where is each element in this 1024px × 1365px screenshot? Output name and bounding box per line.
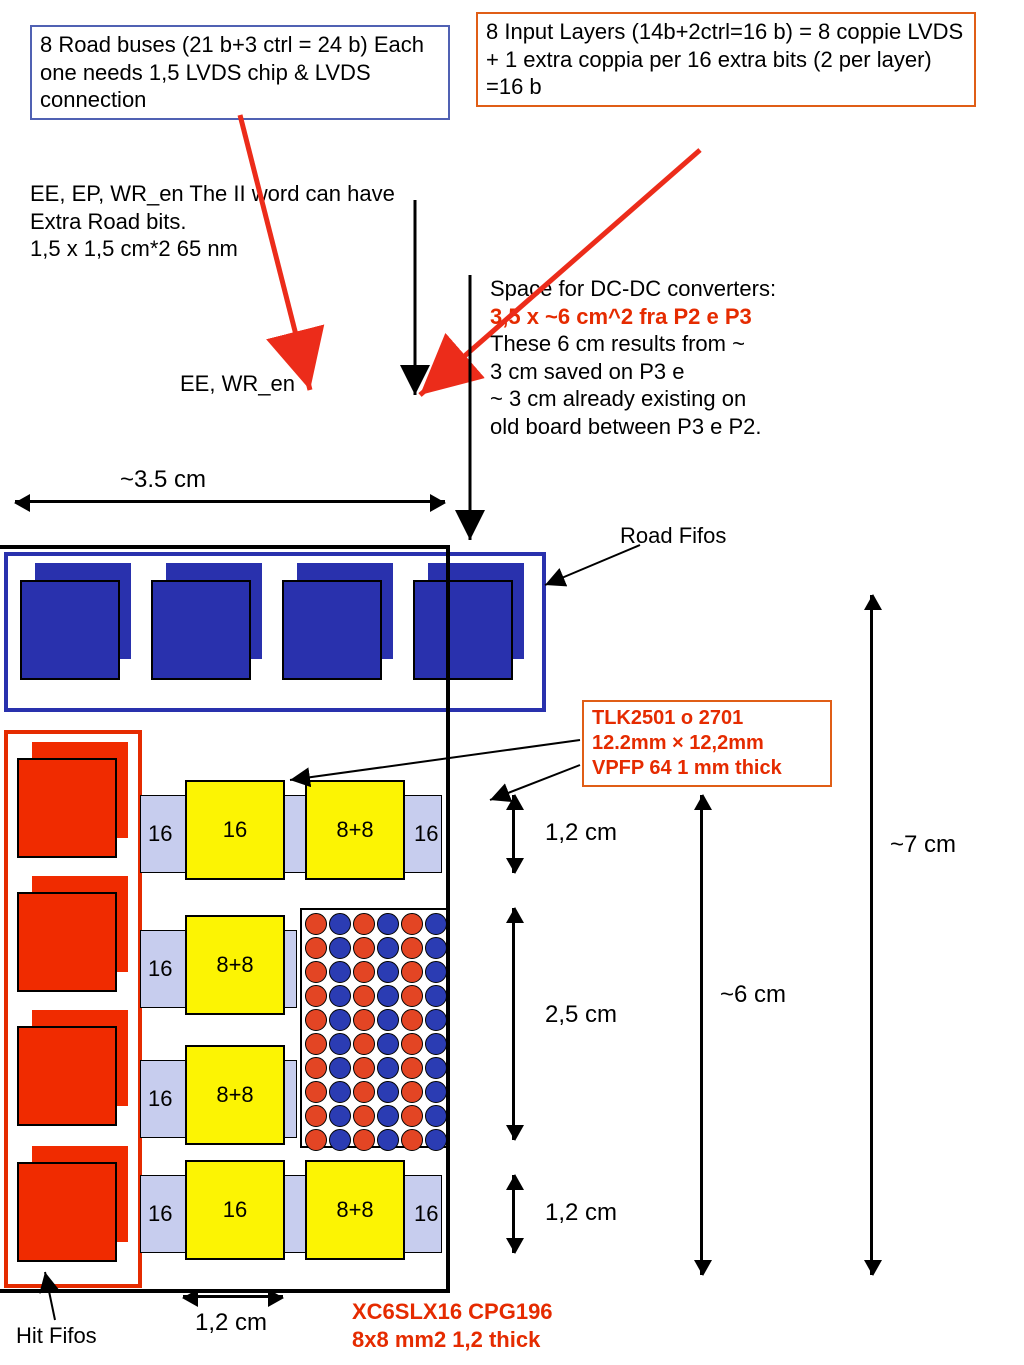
dim-6cm bbox=[700, 795, 703, 1275]
dim-2-5cm-label: 2,5 cm bbox=[545, 1000, 617, 1030]
dcdc-block: Space for DC-DC converters: 3,5 x ~6 cm^… bbox=[490, 275, 970, 440]
dim-1-2cm-top-label: 1,2 cm bbox=[545, 818, 617, 848]
dim-3-5cm-label: ~3.5 cm bbox=[120, 465, 206, 495]
dim-3-5cm bbox=[15, 500, 445, 503]
tlk-box: TLK2501 o 2701 12.2mm × 12,2mm VPFP 64 1… bbox=[582, 700, 832, 787]
xc6-caption: XC6SLX16 CPG196 8x8 mm2 1,2 thick bbox=[352, 1298, 553, 1353]
ee-ep-text: EE, EP, WR_en The II word can have Extra… bbox=[30, 180, 450, 263]
dim-6cm-label: ~6 cm bbox=[720, 980, 786, 1010]
dim-1-2cm-top bbox=[512, 795, 515, 873]
dim-1-2cm-h-label: 1,2 cm bbox=[195, 1308, 267, 1338]
arrow-tlk2 bbox=[490, 765, 580, 800]
ee-wr-text: EE, WR_en bbox=[180, 370, 295, 398]
tlk-text: TLK2501 o 2701 12.2mm × 12,2mm VPFP 64 1… bbox=[592, 707, 782, 779]
dim-7cm-label: ~7 cm bbox=[890, 830, 956, 860]
diagram-root: 8 Road buses (21 b+3 ctrl = 24 b) Each o… bbox=[0, 0, 1024, 1365]
dim-2-5cm bbox=[512, 908, 515, 1140]
dim-1-2cm-h bbox=[183, 1295, 283, 1298]
arrow-road-fifos bbox=[545, 545, 640, 585]
dim-1-2cm-bot bbox=[512, 1175, 515, 1253]
dim-1-2cm-bot-label: 1,2 cm bbox=[545, 1198, 617, 1228]
road-fifos-label: Road Fifos bbox=[620, 522, 726, 550]
dcdc-rest: These 6 cm results from ~ 3 cm saved on … bbox=[490, 330, 762, 440]
dim-7cm bbox=[870, 595, 873, 1275]
dcdc-line2: 3,5 x ~6 cm^2 fra P2 e P3 bbox=[490, 304, 752, 329]
road-buses-box: 8 Road buses (21 b+3 ctrl = 24 b) Each o… bbox=[30, 25, 450, 120]
dcdc-line1: Space for DC-DC converters: bbox=[490, 276, 776, 301]
input-layers-box: 8 Input Layers (14b+2ctrl=16 b) = 8 copp… bbox=[476, 12, 976, 107]
board-outline bbox=[0, 545, 450, 1293]
hit-fifos-label: Hit Fifos bbox=[16, 1322, 97, 1350]
